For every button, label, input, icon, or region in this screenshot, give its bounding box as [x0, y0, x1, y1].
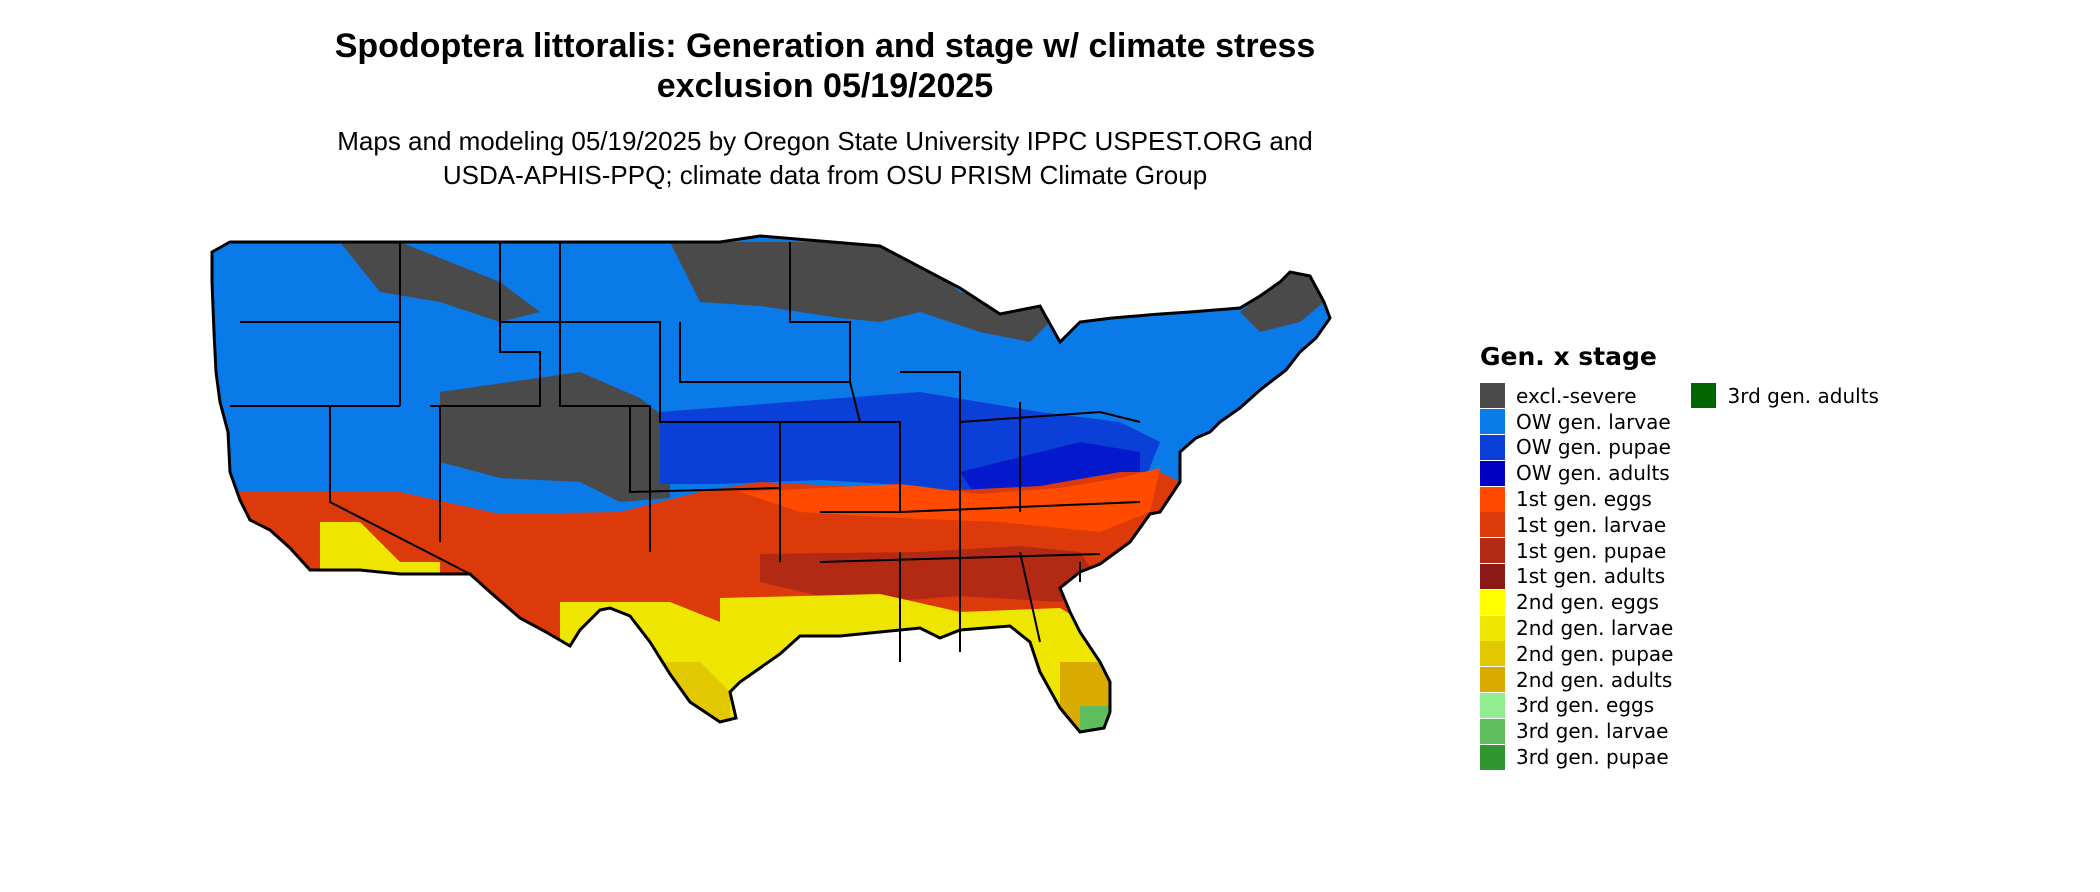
- subtitle-line-2: USDA-APHIS-PPQ; climate data from OSU PR…: [442, 160, 1208, 190]
- legend-label: OW gen. pupae: [1516, 435, 1671, 460]
- legend-label: OW gen. adults: [1516, 461, 1670, 486]
- legend-column-2: 3rd gen. adults: [1691, 383, 1879, 770]
- legend-label: 3rd gen. eggs: [1516, 693, 1655, 718]
- region-1st-pupae: [760, 546, 1100, 602]
- legend-swatch: [1480, 434, 1505, 460]
- region-excl-northwest: [340, 242, 540, 322]
- legend-label: 2nd gen. larvae: [1516, 616, 1674, 641]
- title-line-1: Spodoptera littoralis: Generation and st…: [334, 27, 1316, 65]
- map-subtitle: Maps and modeling 05/19/2025 by Oregon S…: [230, 124, 1420, 192]
- legend-label: 3rd gen. adults: [1727, 383, 1879, 408]
- legend-item: 1st gen. eggs: [1480, 486, 1673, 512]
- legend-swatch: [1480, 538, 1505, 564]
- legend-item: 1st gen. larvae: [1480, 512, 1673, 538]
- region-2nd-larvae-gulf: [720, 594, 1120, 732]
- legend-item: OW gen. larvae: [1480, 409, 1673, 435]
- legend-swatch: [1480, 512, 1505, 538]
- legend-item: 2nd gen. larvae: [1480, 615, 1673, 641]
- region-excl-maine: [1240, 272, 1324, 332]
- legend-item: OW gen. pupae: [1480, 434, 1673, 461]
- legend-item: 3rd gen. larvae: [1480, 718, 1673, 744]
- legend-item: 3rd gen. eggs: [1480, 692, 1673, 719]
- legend-swatch: [1480, 615, 1505, 641]
- legend-label: 2nd gen. adults: [1516, 667, 1673, 692]
- legend-swatch: [1480, 641, 1505, 667]
- legend-item: 2nd gen. pupae: [1480, 641, 1673, 667]
- legend-column-1: excl.-severe OW gen. larvae OW gen. pupa…: [1480, 383, 1673, 770]
- region-excl-north: [670, 242, 1060, 342]
- legend-item: OW gen. adults: [1480, 460, 1673, 486]
- legend-swatch: [1480, 563, 1505, 589]
- legend-swatch: [1480, 667, 1505, 693]
- legend-label: 1st gen. pupae: [1516, 538, 1667, 563]
- legend-swatch: [1480, 692, 1505, 718]
- legend-swatch: [1691, 383, 1717, 409]
- legend-item: excl.-severe: [1480, 383, 1673, 409]
- legend-item: 2nd gen. adults: [1480, 667, 1673, 693]
- legend-swatch: [1480, 409, 1505, 435]
- legend-swatch: [1480, 589, 1505, 615]
- map-title: Spodoptera littoralis: Generation and st…: [230, 26, 1420, 106]
- region-2nd-gen-arizona: [320, 522, 440, 582]
- us-map: [210, 234, 1332, 734]
- legend-label: 2nd gen. eggs: [1516, 590, 1659, 615]
- legend-label: 3rd gen. larvae: [1516, 719, 1669, 744]
- legend-label: 1st gen. larvae: [1516, 512, 1667, 537]
- legend-label: 3rd gen. pupae: [1516, 745, 1669, 770]
- legend-swatch: [1480, 744, 1505, 770]
- legend-columns: excl.-severe OW gen. larvae OW gen. pupa…: [1480, 383, 1879, 770]
- legend-title: Gen. x stage: [1480, 342, 1657, 371]
- region-3rd-gen-florida: [1080, 706, 1120, 732]
- legend-swatch: [1480, 718, 1505, 744]
- legend-label: 2nd gen. pupae: [1516, 641, 1674, 666]
- legend-label: excl.-severe: [1516, 383, 1637, 408]
- legend-item: 2nd gen. eggs: [1480, 589, 1673, 615]
- legend-label: OW gen. larvae: [1516, 409, 1671, 434]
- title-line-2: exclusion 05/19/2025: [656, 67, 994, 105]
- subtitle-line-1: Maps and modeling 05/19/2025 by Oregon S…: [337, 126, 1313, 156]
- legend-label: 1st gen. adults: [1516, 564, 1666, 589]
- legend-swatch: [1480, 383, 1505, 409]
- state-boundaries: [210, 234, 1332, 734]
- region-2nd-pupae-south-texas: [620, 662, 730, 732]
- legend-swatch: [1480, 460, 1505, 486]
- legend: Gen. x stage excl.-severe OW gen. larvae…: [1480, 342, 1879, 770]
- legend-item: 3rd gen. adults: [1691, 383, 1879, 409]
- region-excl-rockies: [440, 372, 670, 502]
- legend-label: 1st gen. eggs: [1516, 487, 1652, 512]
- legend-item: 1st gen. pupae: [1480, 538, 1673, 564]
- legend-swatch: [1480, 486, 1505, 512]
- legend-item: 1st gen. adults: [1480, 563, 1673, 590]
- legend-item: 3rd gen. pupae: [1480, 744, 1673, 770]
- region-1st-eggs: [740, 468, 1160, 532]
